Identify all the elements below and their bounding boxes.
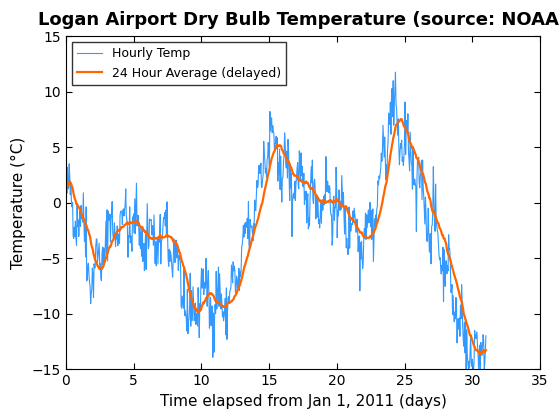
24 Hour Average (delayed) [483, 348, 489, 353]
Hourly Temp [258, 161, 264, 166]
Hourly Temp [62, 188, 69, 193]
Hourly Temp [122, 207, 128, 212]
24 Hour Average (delayed) [122, 223, 128, 228]
Line: 24 Hour Average (delayed): 24 Hour Average (delayed) [66, 119, 486, 354]
24 Hour Average (delayed) [242, 262, 249, 268]
24 Hour Average (delayed) [364, 235, 371, 240]
Hourly Temp [374, 204, 381, 209]
Hourly Temp [483, 333, 489, 339]
Line: Hourly Temp: Hourly Temp [66, 72, 486, 370]
Hourly Temp [64, 165, 71, 170]
Hourly Temp [364, 225, 371, 230]
Legend: Hourly Temp, 24 Hour Average (delayed): Hourly Temp, 24 Hour Average (delayed) [72, 42, 286, 85]
24 Hour Average (delayed) [64, 181, 71, 186]
Hourly Temp [463, 367, 469, 372]
24 Hour Average (delayed) [477, 352, 484, 357]
Hourly Temp [242, 231, 249, 236]
24 Hour Average (delayed) [62, 188, 69, 193]
Hourly Temp [392, 70, 399, 75]
Y-axis label: Temperature (°C): Temperature (°C) [11, 137, 26, 269]
24 Hour Average (delayed) [258, 205, 264, 210]
Title: Logan Airport Dry Bulb Temperature (source: NOAA): Logan Airport Dry Bulb Temperature (sour… [39, 11, 560, 29]
X-axis label: Time elapsed from Jan 1, 2011 (days): Time elapsed from Jan 1, 2011 (days) [160, 394, 446, 409]
24 Hour Average (delayed) [398, 117, 405, 122]
24 Hour Average (delayed) [374, 220, 381, 225]
